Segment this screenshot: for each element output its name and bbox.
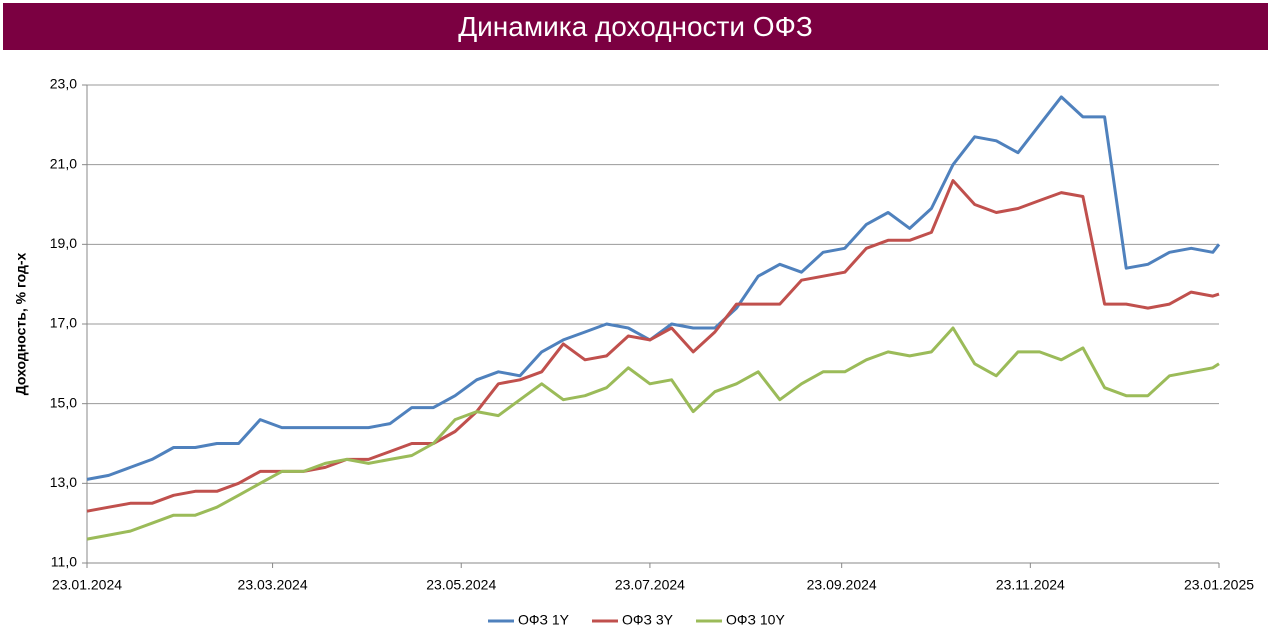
y-tick-label: 21,0 [50, 155, 77, 171]
x-tick-label: 23.03.2024 [238, 577, 308, 593]
x-tick-label: 23.01.2025 [1184, 577, 1254, 593]
legend-label: ОФЗ 10Y [726, 612, 785, 628]
series-line [86, 326, 1220, 541]
y-tick-label: 23,0 [50, 76, 77, 92]
y-tick-label: 13,0 [50, 474, 77, 490]
x-tick-label: 23.11.2024 [996, 577, 1065, 593]
y-tick-label: 17,0 [50, 315, 77, 331]
x-tick-label: 23.01.2024 [52, 577, 122, 593]
x-tick-label: 23.05.2024 [426, 577, 496, 593]
y-tick-label: 19,0 [50, 235, 77, 251]
legend-label: ОФЗ 1Y [518, 612, 570, 628]
series-line [86, 95, 1221, 481]
chart-title: Динамика доходности ОФЗ [3, 3, 1268, 50]
y-axis-label: Доходность, % год-х [13, 252, 29, 395]
x-tick-label: 23.07.2024 [615, 577, 685, 593]
legend-label: ОФЗ 3Y [622, 612, 674, 628]
y-tick-label: 11,0 [51, 554, 77, 570]
y-tick-label: 15,0 [50, 394, 77, 410]
x-tick-label: 23.09.2024 [807, 577, 877, 593]
series-line [86, 179, 1220, 513]
